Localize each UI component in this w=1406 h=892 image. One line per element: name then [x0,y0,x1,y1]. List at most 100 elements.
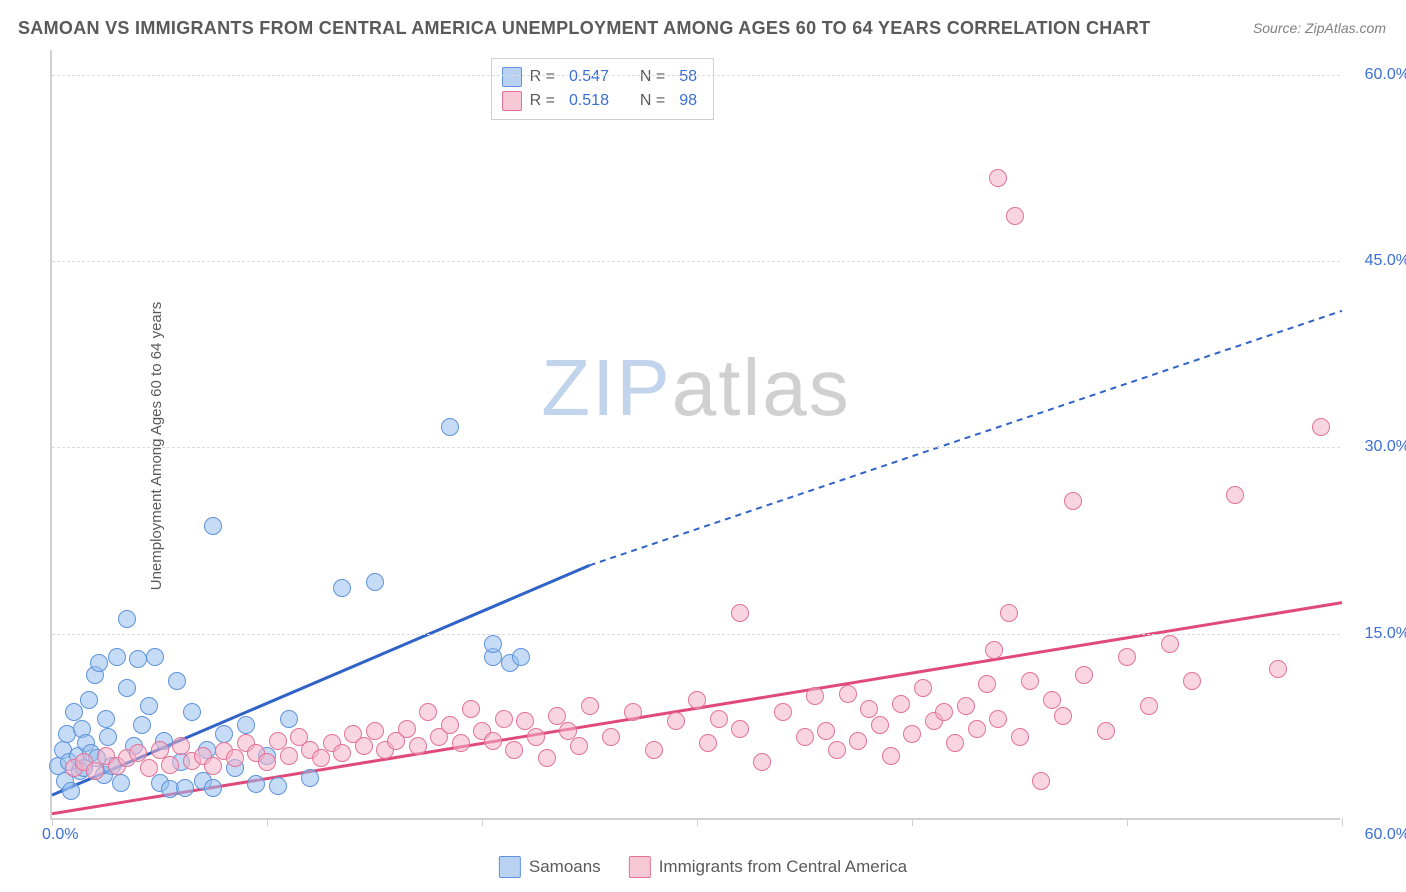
scatter-point-samoans [333,579,351,597]
scatter-point-samoans [366,573,384,591]
scatter-point-central_america [796,728,814,746]
scatter-point-central_america [1183,672,1201,690]
scatter-point-central_america [935,703,953,721]
scatter-point-central_america [774,703,792,721]
r-value: 0.518 [569,92,609,110]
gridline [52,634,1340,635]
scatter-point-central_america [828,741,846,759]
scatter-point-central_america [892,695,910,713]
scatter-point-central_america [699,734,717,752]
r-label: R = [530,92,555,110]
scatter-point-central_america [1032,772,1050,790]
scatter-point-central_america [731,604,749,622]
scatter-point-central_america [462,700,480,718]
scatter-point-samoans [168,672,186,690]
scatter-point-central_america [882,747,900,765]
scatter-point-central_america [989,710,1007,728]
scatter-point-samoans [97,710,115,728]
x-tick [697,818,698,826]
scatter-point-samoans [237,716,255,734]
y-tick-label: 45.0% [1350,252,1406,270]
legend-item: Immigrants from Central America [629,856,907,878]
scatter-point-central_america [1312,418,1330,436]
scatter-point-central_america [1021,672,1039,690]
watermark-part1: ZIP [541,343,671,432]
stats-row: R =0.547 N =58 [502,65,703,89]
trendline-dashed-samoans [590,311,1343,566]
legend-swatch [499,856,521,878]
scatter-point-central_america [1097,722,1115,740]
scatter-point-central_america [946,734,964,752]
n-value: 98 [679,92,697,110]
scatter-point-central_america [1064,492,1082,510]
scatter-point-samoans [269,777,287,795]
scatter-point-samoans [441,418,459,436]
scatter-point-central_america [204,757,222,775]
legend-swatch [629,856,651,878]
scatter-point-central_america [161,756,179,774]
scatter-point-samoans [215,725,233,743]
gridline [52,75,1340,76]
scatter-point-central_america [1118,648,1136,666]
scatter-point-central_america [140,759,158,777]
n-label: N = [640,68,665,86]
scatter-point-samoans [280,710,298,728]
stats-box: R =0.547 N =58R =0.518 N =98 [491,58,714,120]
scatter-point-central_america [581,697,599,715]
scatter-point-central_america [355,737,373,755]
scatter-point-central_america [1140,697,1158,715]
scatter-point-central_america [871,716,889,734]
plot-area: ZIPatlas R =0.547 N =58R =0.518 N =98 15… [50,50,1340,820]
scatter-point-central_america [985,641,1003,659]
scatter-point-samoans [118,610,136,628]
scatter-point-samoans [484,635,502,653]
x-origin-label: 0.0% [42,826,78,844]
n-label: N = [640,92,665,110]
scatter-point-samoans [204,779,222,797]
scatter-point-central_america [570,737,588,755]
scatter-point-samoans [108,648,126,666]
x-max-label: 60.0% [1350,826,1406,844]
scatter-point-central_america [505,741,523,759]
scatter-point-central_america [280,747,298,765]
scatter-point-samoans [80,691,98,709]
gridline [52,261,1340,262]
scatter-point-central_america [1011,728,1029,746]
scatter-point-central_america [667,712,685,730]
scatter-point-central_america [753,753,771,771]
r-value: 0.547 [569,68,609,86]
scatter-point-central_america [903,725,921,743]
r-label: R = [530,68,555,86]
scatter-point-central_america [989,169,1007,187]
scatter-point-central_america [957,697,975,715]
scatter-point-samoans [140,697,158,715]
scatter-point-central_america [849,732,867,750]
scatter-point-central_america [978,675,996,693]
legend-label: Immigrants from Central America [659,857,907,877]
bottom-legend: Samoans Immigrants from Central America [499,856,907,878]
x-tick [267,818,268,826]
stats-swatch [502,67,522,87]
scatter-point-central_america [495,710,513,728]
y-tick-label: 15.0% [1350,625,1406,643]
x-tick [912,818,913,826]
scatter-point-samoans [204,517,222,535]
scatter-point-central_america [645,741,663,759]
scatter-point-central_america [538,749,556,767]
scatter-point-central_america [1226,486,1244,504]
scatter-point-central_america [688,691,706,709]
legend-item: Samoans [499,856,601,878]
scatter-point-central_america [1000,604,1018,622]
scatter-point-central_america [409,737,427,755]
scatter-point-samoans [99,728,117,746]
scatter-point-samoans [183,703,201,721]
scatter-point-samoans [90,654,108,672]
scatter-point-central_america [1161,635,1179,653]
scatter-point-central_america [452,734,470,752]
x-tick [482,818,483,826]
scatter-point-central_america [1054,707,1072,725]
y-tick-label: 30.0% [1350,438,1406,456]
scatter-point-central_america [1269,660,1287,678]
source-label: Source: ZipAtlas.com [1253,20,1386,36]
watermark: ZIPatlas [541,342,850,434]
